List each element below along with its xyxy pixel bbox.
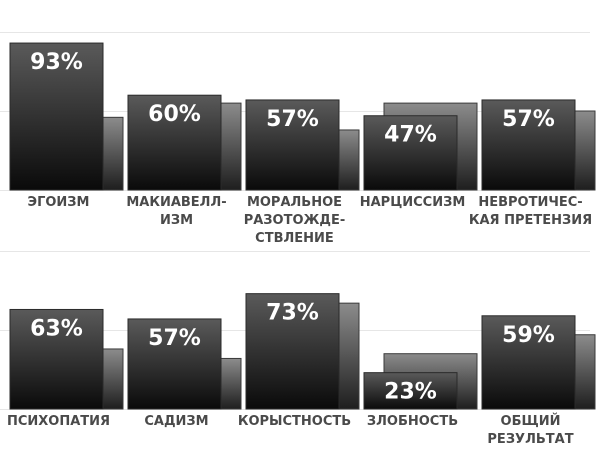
category-label: МАКИАВЕЛЛ- [126, 195, 226, 210]
data-label: 63% [30, 316, 83, 341]
category-label: СТВЛЕНИЕ [255, 231, 334, 246]
bar [245, 99, 340, 191]
data-label: 57% [148, 326, 201, 351]
category-label: САДИЗМ [144, 414, 208, 429]
data-label: 73% [266, 301, 319, 326]
bar [127, 318, 222, 410]
bar [127, 94, 222, 191]
category-label: РЕЗУЛЬТАТ [487, 432, 573, 447]
bar [245, 293, 340, 410]
category-label: ИЗМ [160, 213, 193, 228]
category-label: ОБЩИЙ [501, 413, 561, 429]
bar [9, 308, 104, 410]
bar [481, 315, 576, 410]
category-label: ПСИХОПАТИЯ [7, 414, 110, 429]
data-label: 23% [384, 380, 437, 405]
data-label: 59% [502, 323, 555, 348]
bar [9, 42, 104, 191]
category-label: НЕВРОТИЧЕС- [478, 195, 582, 210]
data-label: 57% [266, 107, 319, 132]
data-label: 47% [384, 123, 437, 148]
bar [363, 115, 458, 191]
category-label: МОРАЛЬНОЕ [247, 195, 342, 210]
category-label: ЗЛОБНОСТЬ [367, 414, 458, 429]
category-label: КАЯ ПРЕТЕНЗИЯ [469, 213, 592, 228]
bar [481, 99, 576, 191]
data-label: 60% [148, 102, 201, 127]
data-label: 93% [30, 50, 83, 75]
category-label: КОРЫСТНОСТЬ [238, 414, 351, 429]
category-label: РАЗОТОЖДЕ- [244, 213, 346, 228]
category-label: ЭГОИЗМ [28, 195, 90, 210]
bar [363, 372, 458, 410]
data-label: 57% [502, 107, 555, 132]
category-label: НАРЦИССИЗМ [360, 195, 466, 210]
